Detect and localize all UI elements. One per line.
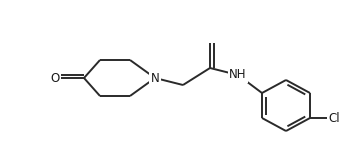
Text: NH: NH xyxy=(229,69,247,81)
Text: N: N xyxy=(151,72,159,84)
Text: Cl: Cl xyxy=(328,111,340,124)
Text: O: O xyxy=(50,72,60,84)
